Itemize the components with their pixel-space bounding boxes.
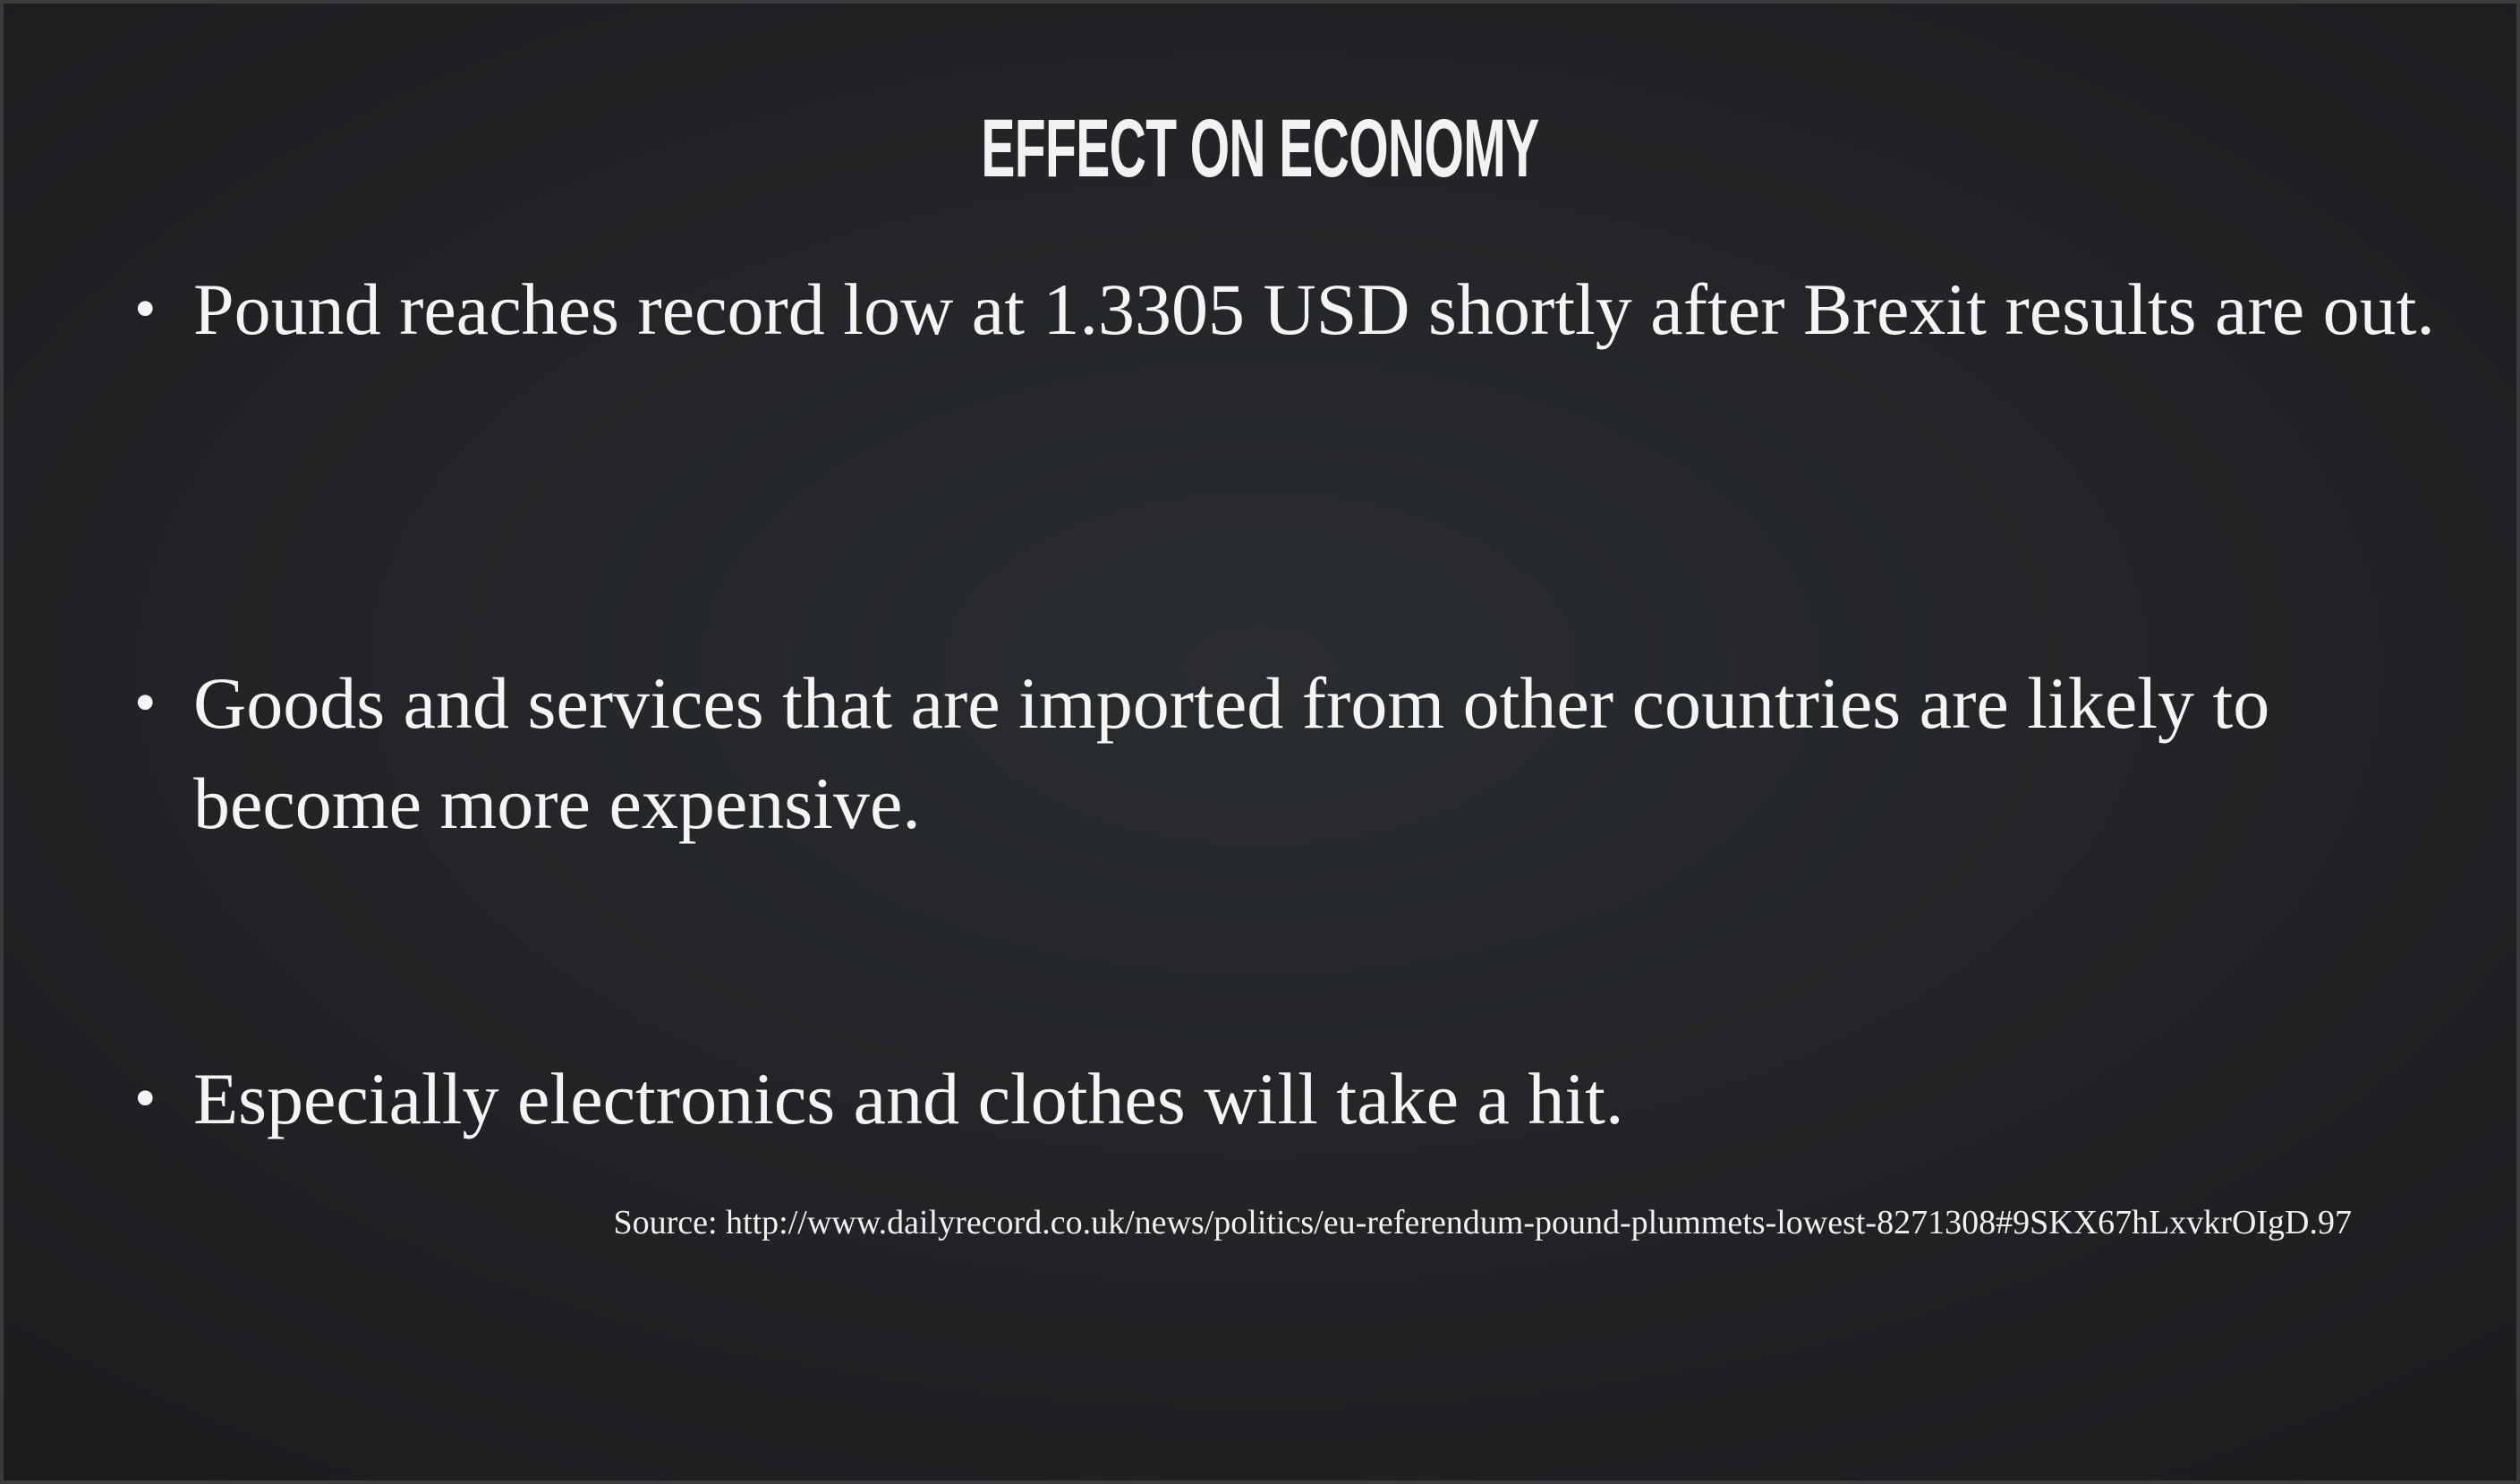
bullet-icon: • <box>134 275 157 344</box>
bullet-list: • Pound reaches record low at 1.3305 USD… <box>4 4 2516 1480</box>
bullet-icon: • <box>134 669 157 738</box>
bullet-text: Pound reaches record low at 1.3305 USD s… <box>193 269 2435 350</box>
bullet-text: Especially electronics and clothes will … <box>193 1058 1624 1139</box>
bullet-text: Goods and services that are imported fro… <box>193 662 2270 844</box>
bullet-item: • Pound reaches record low at 1.3305 USD… <box>134 260 2466 360</box>
bullet-icon: • <box>134 1064 157 1133</box>
bullet-item: • Goods and services that are imported f… <box>134 653 2466 854</box>
source-citation: Source: http://www.dailyrecord.co.uk/new… <box>613 1204 2352 1241</box>
bullet-item: • Especially electronics and clothes wil… <box>134 1049 2466 1149</box>
slide-title: EFFECT ON ECONOMY <box>981 103 1539 194</box>
